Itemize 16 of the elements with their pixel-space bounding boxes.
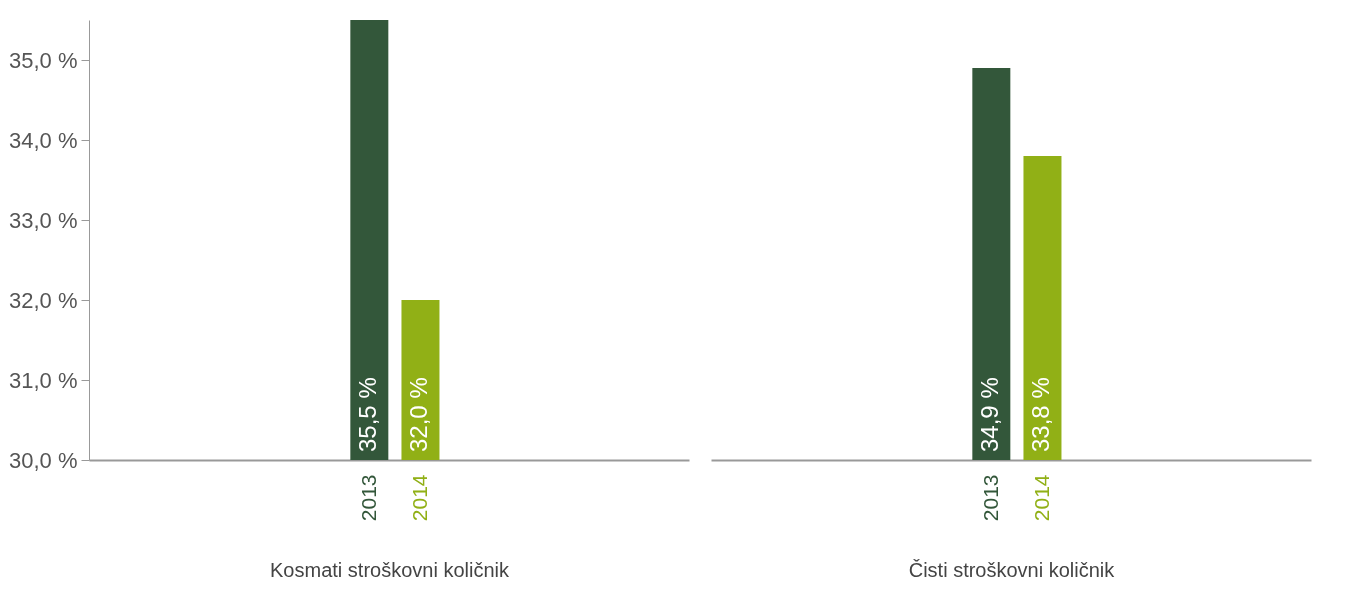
data-label: 34,9 % bbox=[976, 377, 1004, 452]
data-label: 33,8 % bbox=[1027, 377, 1055, 452]
x-tick-label: 2014 bbox=[1029, 474, 1053, 522]
y-tick-label: 34,0 % bbox=[9, 127, 78, 153]
x-tick-label: 2014 bbox=[407, 474, 431, 522]
x-tick-label: 2013 bbox=[978, 474, 1002, 522]
data-label: 32,0 % bbox=[405, 377, 433, 452]
x-axis-title: Čisti stroškovni količnik bbox=[908, 559, 1116, 582]
y-tick-label: 31,0 % bbox=[9, 367, 78, 393]
y-tick-label: 32,0 % bbox=[9, 287, 78, 313]
y-tick-label: 35,0 % bbox=[9, 47, 78, 73]
data-label: 35,5 % bbox=[354, 377, 382, 452]
y-tick-label: 33,0 % bbox=[9, 207, 78, 233]
x-tick-label: 2013 bbox=[356, 474, 380, 522]
x-axis-title: Kosmati stroškovni količnik bbox=[270, 559, 510, 582]
y-tick-label: 30,0 % bbox=[9, 447, 78, 473]
